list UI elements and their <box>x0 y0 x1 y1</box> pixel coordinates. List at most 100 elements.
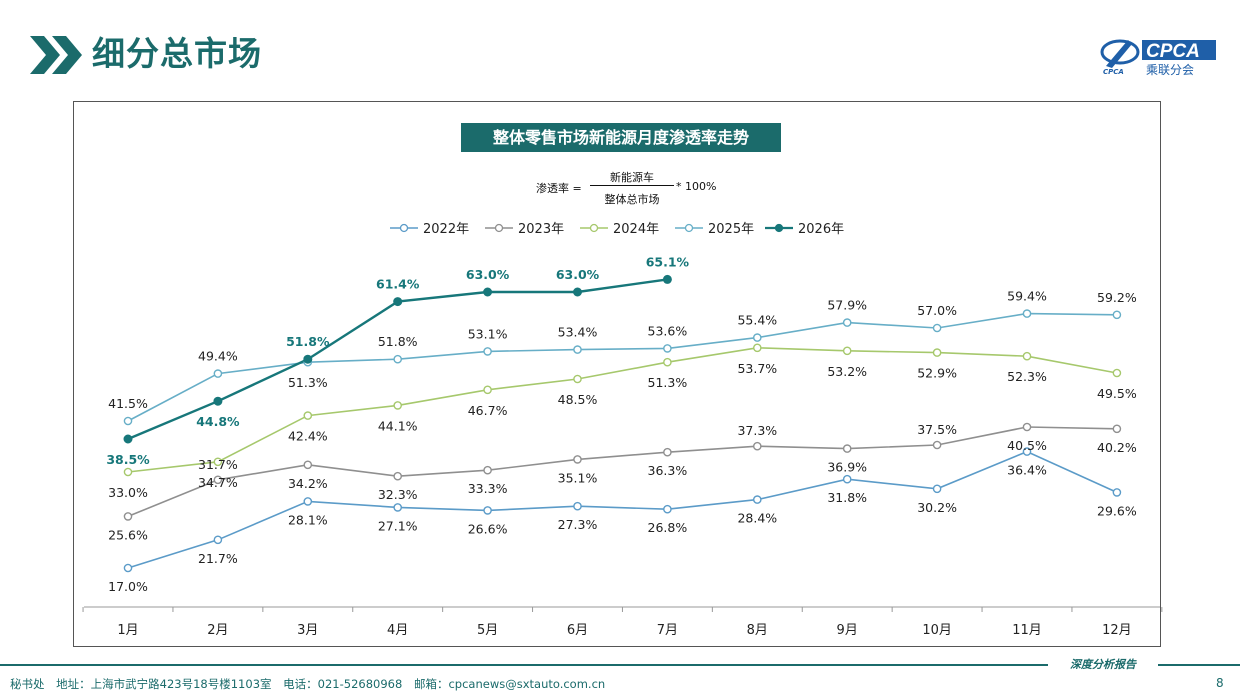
data-label: 21.7% <box>198 551 238 566</box>
data-label: 44.8% <box>196 414 240 429</box>
legend-marker <box>494 223 504 233</box>
x-tick-label: 12月 <box>1102 623 1132 638</box>
data-point <box>1022 351 1032 361</box>
data-label: 17.0% <box>108 579 148 594</box>
data-label: 26.6% <box>468 521 508 536</box>
data-point <box>123 416 133 426</box>
x-tick-label: 10月 <box>922 623 952 638</box>
data-label: 51.8% <box>378 334 418 349</box>
data-label: 53.7% <box>737 361 777 376</box>
series-line <box>127 426 1117 518</box>
data-label: 41.5% <box>108 396 148 411</box>
data-point <box>663 504 672 514</box>
cpca-logo: CPCA CPCA 乘联分会 <box>1100 39 1216 77</box>
data-label: 40.2% <box>1097 440 1137 455</box>
data-label: 44.1% <box>378 418 418 433</box>
data-label: 63.0% <box>466 267 510 282</box>
data-point <box>1022 309 1032 318</box>
formula-rhs: * 100% <box>676 180 717 193</box>
data-point <box>842 318 852 327</box>
data-point <box>932 348 942 357</box>
chart-title: 整体零售市场新能源月度渗透率走势 <box>461 123 781 152</box>
legend-label: 2024年 <box>613 222 659 237</box>
data-label: 29.6% <box>1097 503 1137 518</box>
data-label: 49.5% <box>1097 386 1137 401</box>
x-tick-label: 3月 <box>297 623 318 638</box>
logo-subtext: 乘联分会 <box>1146 63 1194 77</box>
x-tick-label: 4月 <box>387 623 408 638</box>
data-label: 33.0% <box>108 485 148 500</box>
series-line <box>127 450 1118 569</box>
page-title: 细分总市场 <box>92 34 262 73</box>
data-point <box>1112 368 1122 378</box>
footer-publisher: 秘书处 <box>10 677 45 691</box>
data-point <box>213 475 223 485</box>
data-point <box>483 465 492 475</box>
chart-frame <box>73 101 1161 647</box>
footer-tag: 深度分析报告 <box>1048 658 1158 672</box>
data-point <box>483 347 492 356</box>
data-label: 49.4% <box>198 349 238 364</box>
data-label: 37.3% <box>737 423 777 438</box>
data-label: 37.5% <box>917 422 957 437</box>
data-point <box>753 441 762 451</box>
legend-marker <box>774 223 784 233</box>
chevron-right-icon <box>30 36 82 74</box>
data-point <box>213 457 223 467</box>
footer-phone: 电话：021-52680968 <box>283 677 403 691</box>
data-point <box>303 354 313 364</box>
data-point <box>213 396 223 406</box>
x-tick-label: 6月 <box>567 623 588 638</box>
data-point <box>932 440 942 450</box>
data-label: 35.1% <box>558 470 598 485</box>
data-point <box>393 354 403 364</box>
data-point <box>573 345 582 354</box>
legend-marker <box>589 223 599 233</box>
data-label: 34.7% <box>198 475 238 490</box>
legend-label: 2026年 <box>798 222 844 237</box>
series-line <box>127 312 1117 422</box>
data-point <box>123 467 133 477</box>
data-point <box>663 344 672 353</box>
data-label: 51.3% <box>288 375 328 390</box>
data-point <box>303 411 313 420</box>
data-label: 51.3% <box>648 375 688 390</box>
formula-fraction-bar <box>590 185 674 186</box>
logo-text: CPCA <box>1146 41 1200 62</box>
data-point <box>753 333 762 342</box>
legend-label: 2023年 <box>518 222 564 237</box>
x-tick-label: 7月 <box>657 623 678 638</box>
data-label: 36.9% <box>827 460 867 475</box>
data-label: 53.1% <box>468 326 508 341</box>
legend-marker <box>684 223 694 233</box>
x-tick-label: 2月 <box>207 623 228 638</box>
data-point <box>573 501 582 511</box>
data-point <box>213 535 223 545</box>
data-point <box>753 343 762 353</box>
data-point <box>483 385 492 395</box>
x-tick-label: 8月 <box>747 623 768 638</box>
data-label: 38.5% <box>106 452 150 467</box>
svg-text:CPCA: CPCA <box>1103 68 1124 76</box>
data-point <box>753 495 762 504</box>
data-label: 55.4% <box>737 313 777 328</box>
data-point <box>393 297 403 307</box>
legend-marker <box>399 223 409 233</box>
data-label: 26.8% <box>648 520 688 535</box>
data-label: 28.4% <box>737 511 777 526</box>
data-label: 53.2% <box>827 364 867 379</box>
x-tick-label: 1月 <box>117 623 138 638</box>
data-point <box>932 323 942 333</box>
x-tick-label: 11月 <box>1012 623 1042 638</box>
data-label: 31.7% <box>198 457 238 472</box>
data-label: 53.4% <box>558 325 598 340</box>
data-label: 59.2% <box>1097 290 1137 305</box>
data-label: 28.1% <box>288 512 328 527</box>
legend-label: 2025年 <box>708 222 754 237</box>
data-point <box>663 357 672 367</box>
data-point <box>483 287 493 297</box>
data-point <box>1022 422 1032 432</box>
data-label: 52.3% <box>1007 369 1047 384</box>
data-point <box>662 274 672 284</box>
